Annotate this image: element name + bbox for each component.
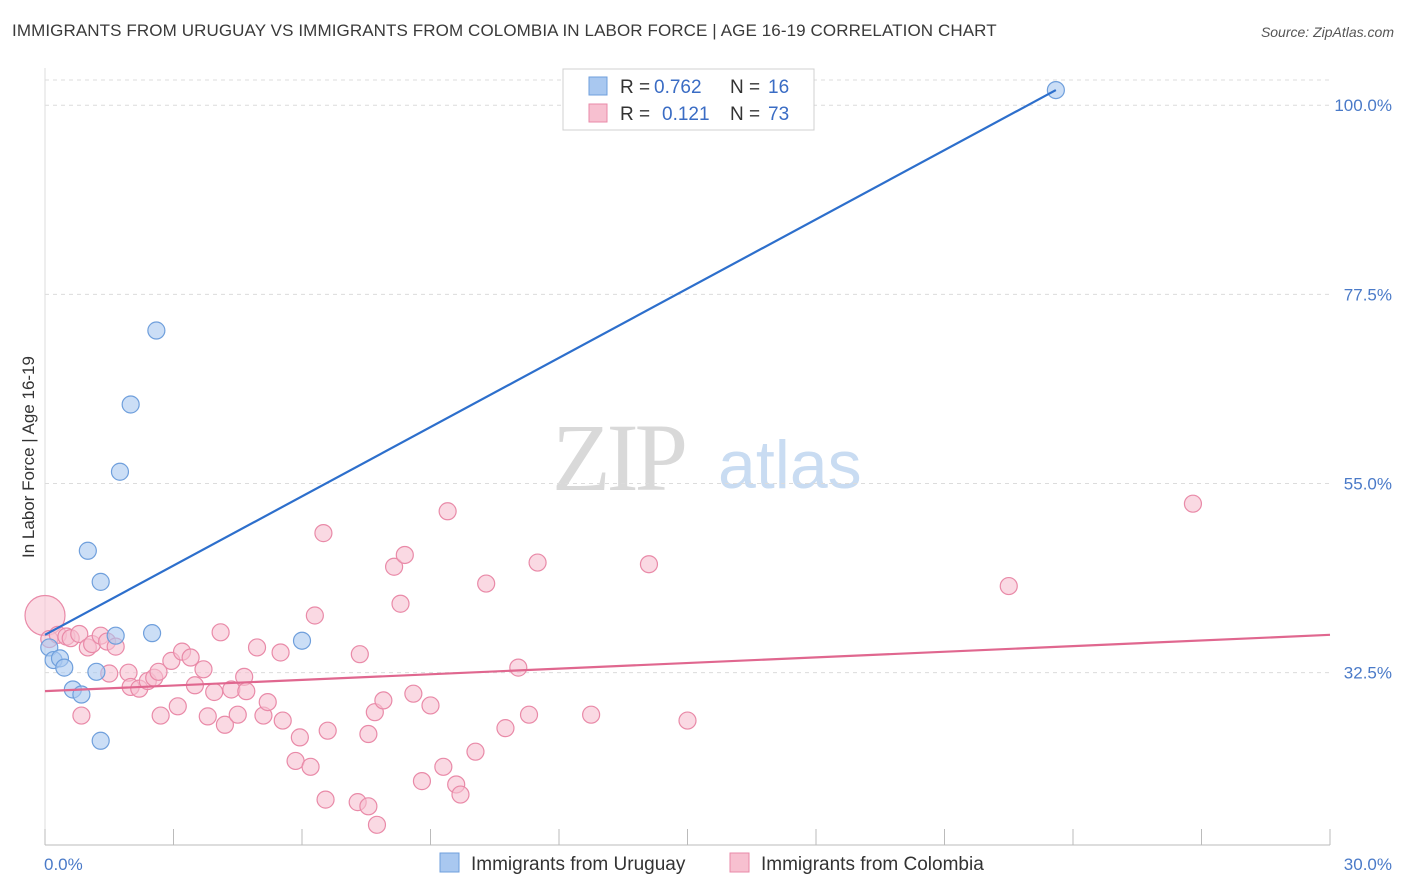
legend-n-label-uruguay: N = (730, 77, 760, 98)
colombia-point (316, 790, 335, 809)
trendlines (44, 89, 1331, 693)
colombia-point (367, 815, 387, 834)
uruguay-point (110, 462, 130, 481)
uruguay-point (142, 624, 162, 643)
uruguay-point (91, 731, 110, 750)
colombia-point (205, 682, 224, 702)
colombia-trendline (44, 633, 1331, 693)
y-tick-label: 32.5% (1344, 664, 1392, 683)
colombia-point (678, 711, 697, 730)
legend-swatch-uruguay (588, 76, 608, 96)
colombia-point (350, 645, 369, 664)
colombia-point (70, 624, 89, 644)
colombia-point (290, 728, 309, 747)
colombia-point (271, 643, 290, 662)
watermark-atlas: atlas (718, 427, 862, 503)
y-tick-label: 100.0% (1334, 96, 1392, 115)
colombia-point (237, 682, 256, 701)
y-tick-labels: 32.5% 55.0% 77.5% 100.0% (1334, 96, 1392, 682)
colombia-point (314, 524, 333, 543)
uruguay-point (121, 395, 140, 414)
colombia-point (384, 557, 404, 576)
legend-n-value-colombia: 73 (768, 104, 789, 125)
colombia-point (301, 757, 320, 776)
bottom-legend-label-uruguay: Immigrants from Uruguay (471, 854, 686, 875)
colombia-point (451, 785, 470, 804)
uruguay-point (55, 658, 74, 677)
legend-n-label-colombia: N = (730, 104, 760, 125)
x-tick-label-max: 30.0% (1344, 855, 1392, 874)
colombia-point (359, 797, 378, 816)
colombia-point (412, 772, 432, 791)
colombia-point (438, 502, 457, 521)
colombia-point (198, 707, 217, 726)
colombia-point (434, 757, 453, 776)
colombia-point (509, 658, 528, 677)
colombia-point (273, 711, 292, 730)
colombia-point (519, 705, 539, 724)
colombia-point (528, 553, 547, 572)
chart-title: IMMIGRANTS FROM URUGUAY VS IMMIGRANTS FR… (12, 21, 997, 40)
colombia-point (466, 742, 485, 761)
y-axis-title: In Labor Force | Age 16-19 (19, 356, 38, 558)
bottom-legend-swatch-uruguay (439, 852, 460, 873)
source-credit: Source: ZipAtlas.com (1260, 24, 1394, 40)
bottom-legend: Immigrants from Uruguay Immigrants from … (439, 852, 984, 875)
legend-n-value-uruguay: 16 (768, 77, 789, 98)
colombia-point (151, 706, 170, 725)
colombia-point (228, 705, 247, 724)
colombia-point (639, 555, 659, 574)
colombia-point (305, 606, 324, 625)
colombia-point (215, 715, 234, 734)
colombia-point (194, 660, 213, 679)
legend-r-value-colombia: 0.121 (662, 104, 710, 125)
watermark-zip: ZIP (552, 404, 685, 511)
colombia-points (24, 494, 1203, 834)
y-tick-label: 77.5% (1344, 285, 1392, 304)
colombia-point (391, 594, 410, 613)
colombia-point (582, 705, 601, 724)
colombia-point (72, 706, 91, 725)
colombia-point (149, 662, 168, 681)
colombia-point (181, 648, 200, 667)
colombia-point (247, 638, 267, 657)
legend-r-value-uruguay: 0.762 (654, 77, 702, 98)
bottom-legend-swatch-colombia (729, 852, 750, 873)
colombia-point (999, 576, 1018, 596)
uruguay-point (147, 321, 166, 340)
x-ticks (44, 829, 1331, 845)
colombia-point (1183, 494, 1203, 513)
uruguay-point (91, 572, 110, 591)
top-legend: R = 0.762 N = 16 R = 0.121 N = 73 (562, 68, 815, 131)
uruguay-point (106, 626, 125, 645)
colombia-point (211, 623, 230, 642)
colombia-point (395, 545, 414, 565)
uruguay-point (87, 662, 106, 681)
uruguay-trendline (44, 89, 1057, 636)
legend-r-label-uruguay: R = (620, 77, 650, 98)
colombia-point (374, 691, 393, 710)
x-tick-label-min: 0.0% (44, 855, 83, 874)
colombia-point (258, 692, 277, 712)
colombia-point (168, 697, 187, 716)
gridlines (45, 79, 1330, 674)
colombia-point (318, 721, 337, 740)
colombia-point (404, 684, 423, 703)
y-tick-label: 55.0% (1344, 475, 1392, 494)
uruguay-point (78, 541, 97, 560)
legend-swatch-colombia (588, 103, 608, 123)
colombia-point (359, 724, 378, 744)
colombia-point (421, 696, 440, 715)
bottom-legend-label-colombia: Immigrants from Colombia (761, 854, 984, 875)
colombia-point (496, 719, 515, 738)
colombia-point (477, 574, 496, 593)
uruguay-point (292, 631, 312, 650)
legend-r-label-colombia: R = (620, 104, 650, 125)
